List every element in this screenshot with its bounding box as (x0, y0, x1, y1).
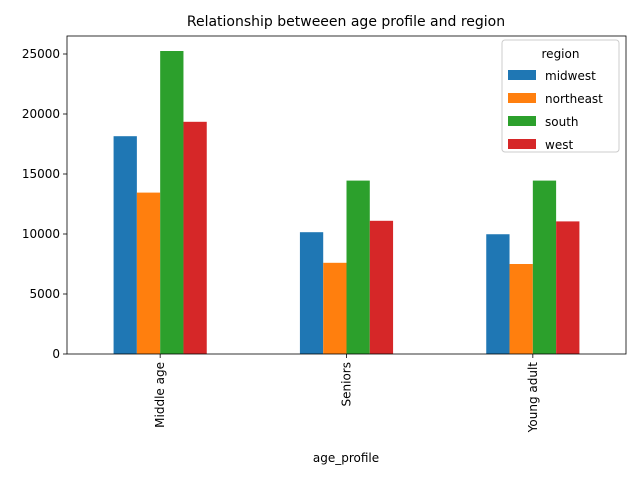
bar-west-2 (556, 221, 580, 354)
bar-west-1 (369, 220, 394, 354)
legend: region midwest northeast south west (501, 39, 620, 153)
legend-items: midwest northeast south west (508, 69, 603, 152)
legend-swatch-northeast (508, 93, 536, 103)
bar-midwest-1 (299, 232, 324, 354)
axes-frame (66, 35, 627, 355)
x-tick-label: Seniors (340, 362, 354, 406)
legend-swatch-west (508, 139, 536, 149)
bar-south-0 (160, 51, 184, 354)
legend-title: region (542, 47, 580, 61)
bar-northeast-0 (136, 192, 161, 354)
bar-midwest-0 (113, 136, 137, 354)
bar-northeast-2 (509, 264, 533, 354)
x-tick-label: Middle age (153, 362, 167, 428)
y-tick-label: 15000 (22, 167, 60, 181)
y-tick-label: 0 (52, 347, 60, 361)
bar-northeast-1 (323, 262, 347, 354)
legend-label-south: south (545, 115, 579, 129)
y-tick-label: 5000 (29, 287, 60, 301)
legend-swatch-midwest (508, 70, 536, 80)
legend-label-west: west (545, 138, 573, 152)
chart-title: Relationship betweeen age profile and re… (187, 14, 505, 30)
x-axis-label: age_profile (313, 451, 379, 465)
legend-label-midwest: midwest (545, 69, 596, 83)
y-tick-label: 20000 (22, 107, 60, 121)
y-tick-label: 10000 (22, 227, 60, 241)
legend-label-northeast: northeast (545, 92, 603, 106)
bar-midwest-2 (486, 234, 510, 354)
x-tick-label: Young adult (526, 362, 540, 434)
bar-west-0 (183, 121, 207, 354)
y-tick-label: 25000 (22, 47, 60, 61)
bar-south-2 (532, 180, 557, 354)
plot-area: 0 5000 10000 15000 20000 25000 Middle age Senio… (22, 35, 627, 434)
legend-swatch-south (508, 116, 536, 126)
bar-south-1 (346, 180, 370, 354)
